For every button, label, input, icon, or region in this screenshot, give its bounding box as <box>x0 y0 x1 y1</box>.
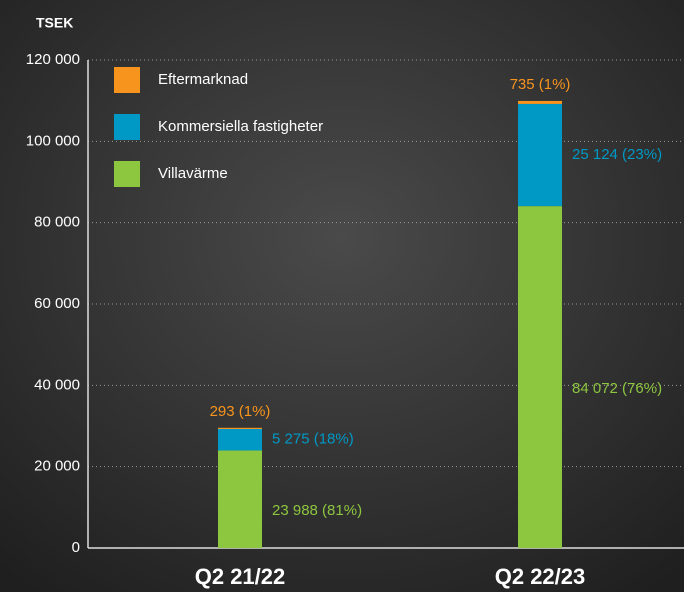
value-label: 84 072 (76%) <box>572 380 662 397</box>
legend-swatch <box>114 114 140 140</box>
legend-label: Villavärme <box>158 165 228 182</box>
bar-segment <box>518 103 562 207</box>
legend-label: Eftermarknad <box>158 71 248 88</box>
y-tick-label: 80 000 <box>34 214 80 231</box>
y-tick-label: 120 000 <box>26 51 80 68</box>
bar-segment <box>518 100 562 104</box>
y-axis-label: TSEK <box>36 15 73 31</box>
value-label: 25 124 (23%) <box>572 146 662 163</box>
y-tick-label: 60 000 <box>34 295 80 312</box>
x-tick-label: Q2 21/22 <box>195 564 286 589</box>
y-tick-label: 40 000 <box>34 376 80 393</box>
bar-segment <box>218 427 262 429</box>
x-tick-label: Q2 22/23 <box>495 564 586 589</box>
bar-segment <box>218 428 262 451</box>
y-tick-label: 0 <box>72 539 80 556</box>
bar-segment <box>218 450 262 548</box>
legend-swatch <box>114 161 140 187</box>
value-label: 735 (1%) <box>510 76 571 93</box>
value-label: 23 988 (81%) <box>272 502 362 519</box>
y-tick-label: 100 000 <box>26 132 80 149</box>
bar-segment <box>518 206 562 549</box>
legend-swatch <box>114 67 140 93</box>
value-label: 293 (1%) <box>210 403 271 420</box>
y-tick-label: 20 000 <box>34 458 80 475</box>
value-label: 5 275 (18%) <box>272 431 354 448</box>
legend-label: Kommersiella fastigheter <box>158 118 323 135</box>
